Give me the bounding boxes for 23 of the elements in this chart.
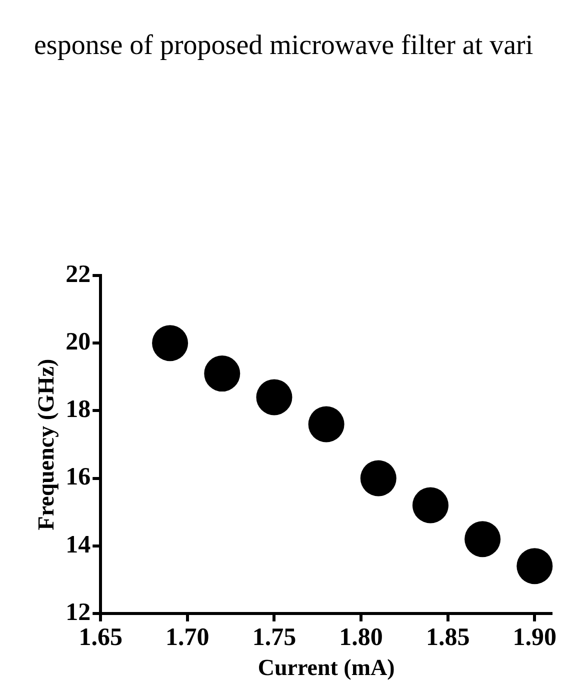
x-tick-label: 1.75 — [252, 624, 296, 651]
y-tick-label: 12 — [66, 598, 91, 626]
y-tick-label: 20 — [66, 328, 91, 356]
point — [204, 356, 240, 392]
x-tick-label: 1.70 — [166, 624, 210, 651]
point — [360, 460, 396, 496]
x-tick-label: 1.85 — [426, 624, 470, 651]
point — [516, 548, 553, 584]
x-tick-label: 1.65 — [78, 624, 122, 651]
y-tick-label: 14 — [66, 531, 92, 558]
x-axis-title: Current (mA) — [258, 655, 395, 680]
x-tick-label: 1.80 — [339, 624, 383, 651]
chart-title: esponse of proposed microwave filter at vari — [34, 30, 534, 62]
y-tick-label: 18 — [66, 396, 91, 424]
y-axis-title: Frequency (GHz) — [34, 358, 59, 530]
y-tick-label: 16 — [66, 464, 91, 491]
point — [152, 325, 188, 362]
point — [412, 487, 448, 524]
point — [308, 406, 344, 442]
point — [256, 379, 292, 416]
y-tick-label: 22 — [66, 261, 91, 288]
x-tick-label: 1.90 — [512, 624, 557, 651]
point — [464, 521, 501, 558]
